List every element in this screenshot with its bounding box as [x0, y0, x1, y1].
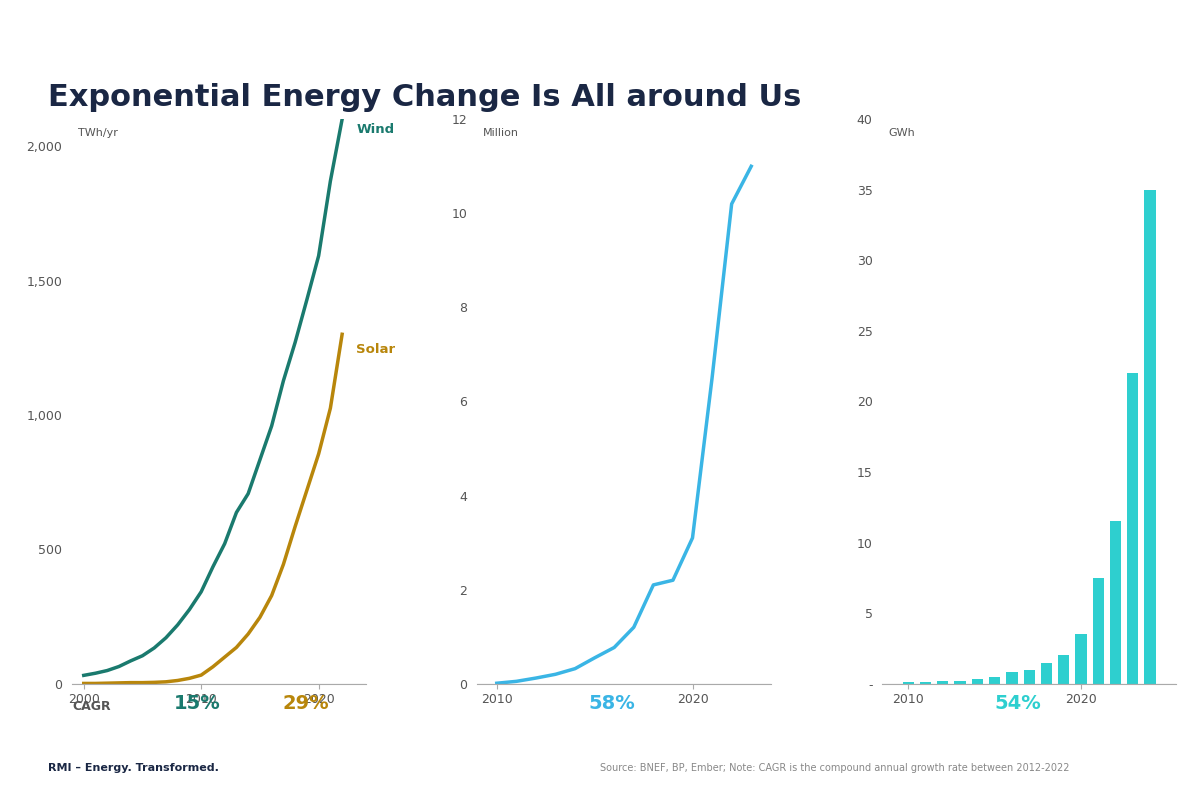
Text: Annual solar & wind generation: Annual solar & wind generation: [82, 89, 304, 102]
Text: Annual battery storage sales: Annual battery storage sales: [910, 89, 1114, 102]
Bar: [1007, 673, 1018, 684]
Bar: [920, 682, 931, 684]
Bar: [1145, 190, 1156, 684]
Bar: [1024, 669, 1034, 684]
Bar: [972, 680, 983, 684]
Text: 58%: 58%: [589, 694, 636, 713]
Bar: [1093, 578, 1104, 684]
Text: 29%: 29%: [282, 694, 329, 713]
Bar: [902, 682, 914, 684]
Bar: [1058, 655, 1069, 684]
Text: Exponential Energy Change Is All around Us: Exponential Energy Change Is All around …: [48, 83, 802, 112]
Bar: [1075, 634, 1087, 684]
Text: Source: BNEF, BP, Ember; Note: CAGR is the compound annual growth rate between 2: Source: BNEF, BP, Ember; Note: CAGR is t…: [600, 762, 1069, 773]
Text: RMI – Energy. Transformed.: RMI – Energy. Transformed.: [48, 762, 218, 773]
Text: Solar: Solar: [356, 343, 395, 356]
Text: 15%: 15%: [174, 694, 221, 713]
Bar: [1040, 662, 1052, 684]
Text: GWh: GWh: [888, 128, 916, 138]
Text: Million: Million: [484, 128, 520, 138]
Text: Wind: Wind: [356, 122, 395, 136]
Bar: [1127, 373, 1139, 684]
Bar: [937, 681, 948, 684]
Text: Annual EV sales: Annual EV sales: [527, 89, 638, 102]
Bar: [954, 681, 966, 684]
Bar: [989, 677, 1001, 684]
Text: CAGR: CAGR: [72, 700, 110, 713]
Text: TWh/yr: TWh/yr: [78, 128, 118, 138]
Bar: [1110, 522, 1121, 684]
Text: 54%: 54%: [994, 694, 1040, 713]
